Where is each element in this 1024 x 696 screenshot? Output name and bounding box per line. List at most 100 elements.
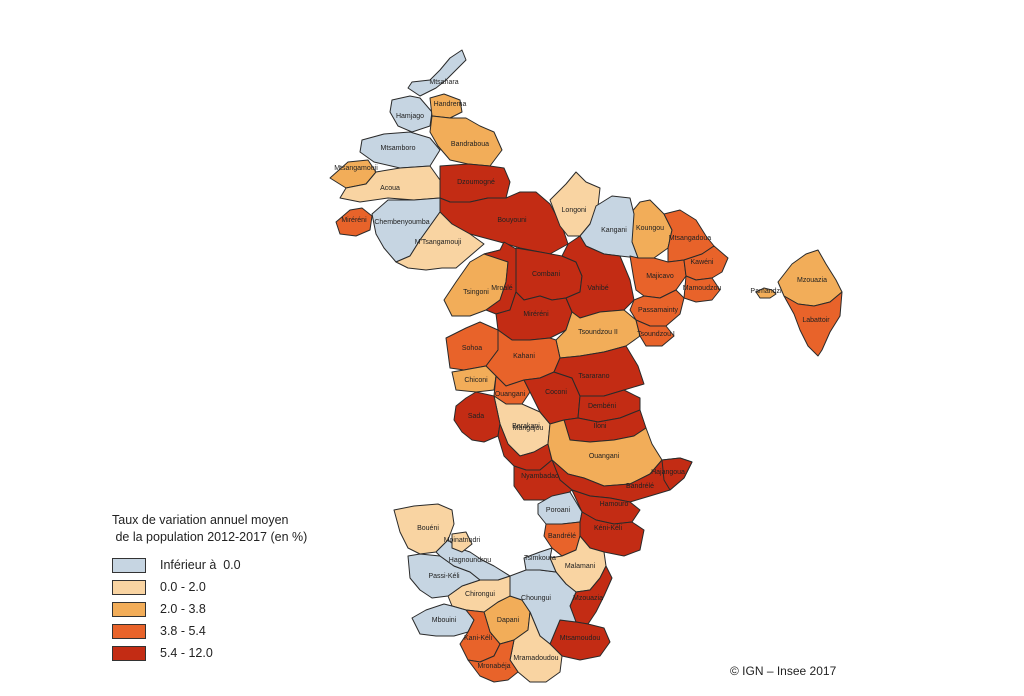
- commune-label: Tsingoni: [463, 289, 489, 296]
- legend-label: 2.0 - 3.8: [160, 602, 206, 616]
- commune-label: Dembéni: [588, 403, 616, 410]
- labels-layer: Mtsahara Hamjago Handrema Mtsamboro Bandrabo…: [334, 79, 830, 670]
- legend-item-5.4-12: 5.4 - 12.0: [112, 642, 372, 664]
- commune-label: Acoua: [380, 185, 400, 192]
- commune-label: Tsararano: [578, 373, 609, 380]
- commune-area: [335, 207, 373, 237]
- commune-label: Chirongui: [465, 591, 495, 598]
- commune-label: Bouéni: [417, 525, 439, 532]
- commune-area: [683, 275, 721, 303]
- commune-label: Barakani: [512, 423, 540, 430]
- legend-swatch: [112, 557, 146, 573]
- commune-label: Handrema: [434, 101, 467, 108]
- commune-label: Passi-Kéli: [428, 573, 460, 580]
- commune-area: [553, 345, 645, 397]
- commune-label: Mroalé: [491, 285, 513, 292]
- communes-layer: [329, 49, 843, 683]
- commune-label: Tsoundzou I: [637, 331, 675, 338]
- commune-label: Mtsamoudou: [560, 635, 601, 642]
- commune-label: Mtsahara: [429, 79, 458, 86]
- commune-label: Sohoa: [462, 345, 482, 352]
- commune-label: Kéni-Kéli: [594, 525, 622, 532]
- legend-label: 5.4 - 12.0: [160, 646, 213, 660]
- commune-area: [429, 115, 503, 167]
- commune-label: Bandrélé: [626, 483, 654, 490]
- legend-title-line2: de la population 2012-2017 (en %): [112, 530, 308, 544]
- commune-label: Labattoir: [802, 317, 830, 324]
- commune-area: [635, 319, 675, 347]
- commune-area: [661, 457, 693, 491]
- commune-label: Pamandzi: [750, 288, 782, 295]
- commune-label: Mtsangadoua: [669, 235, 712, 242]
- commune-label: Dzoumogné: [457, 179, 495, 186]
- commune-area: [629, 255, 687, 299]
- commune-area: [783, 291, 843, 357]
- legend-label: Inférieur à 0.0: [160, 558, 241, 572]
- copyright-credit: © IGN – Insee 2017: [730, 664, 837, 678]
- commune-area: [395, 211, 485, 271]
- commune-label: M'Tsangamouji: [415, 239, 462, 246]
- commune-label: Tsimkoura: [524, 555, 556, 562]
- commune-label: Mramadoudou: [513, 655, 558, 662]
- commune-label: Mtsangamouji: [334, 165, 378, 172]
- commune-label: Nyambadao: [521, 473, 559, 480]
- commune-label: Iloni: [594, 423, 607, 430]
- commune-area: [467, 639, 519, 683]
- commune-label: Bandrélé: [548, 533, 576, 540]
- commune-label: Moinatrindri: [444, 537, 481, 544]
- commune-label: Hamjago: [396, 113, 424, 120]
- commune-label: Chiconi: [464, 377, 488, 384]
- commune-label: Coconi: [545, 389, 567, 396]
- commune-label: Kangani: [601, 227, 627, 234]
- commune-area: [513, 459, 573, 501]
- commune-area: [495, 291, 573, 341]
- commune-area: [629, 289, 685, 327]
- commune-label: Hajangoua: [651, 469, 685, 476]
- commune-label: Kani-Kéli: [464, 635, 492, 642]
- legend-title-line1: Taux de variation annuel moyen: [112, 513, 289, 527]
- commune-label: Bouyouni: [497, 217, 527, 224]
- commune-label: Mtsamboro: [380, 145, 415, 152]
- legend-item-0-2: 0.0 - 2.0: [112, 576, 372, 598]
- commune-area: [359, 131, 441, 169]
- legend-label: 3.8 - 5.4: [160, 624, 206, 638]
- commune-label: Passamainty: [638, 307, 679, 314]
- commune-label: Chembenyoumba: [374, 219, 429, 226]
- map-legend: Taux de variation annuel moyen de la pop…: [112, 512, 372, 664]
- legend-swatch: [112, 623, 146, 639]
- commune-area: [451, 531, 473, 553]
- commune-label: Mamoudzou: [683, 285, 722, 292]
- commune-label: Hagnoundrou: [449, 557, 492, 564]
- commune-area: [407, 553, 481, 599]
- commune-label: Miréréni: [523, 311, 549, 318]
- commune-label: Kahani: [513, 353, 535, 360]
- legend-items: Inférieur à 0.0 0.0 - 2.0 2.0 - 3.8 3.8 …: [112, 554, 372, 664]
- commune-label: Miréréni: [341, 217, 367, 224]
- commune-label: Combani: [532, 271, 560, 278]
- commune-label: Mzouazia: [797, 277, 827, 284]
- commune-label: Tsoundzou II: [578, 329, 618, 336]
- commune-label: Majicavo: [646, 273, 674, 280]
- commune-label: Bandraboua: [451, 141, 489, 148]
- legend-swatch: [112, 601, 146, 617]
- commune-area: [579, 195, 639, 259]
- commune-label: Longoni: [562, 207, 587, 214]
- legend-item-3.8-5.4: 3.8 - 5.4: [112, 620, 372, 642]
- legend-swatch: [112, 645, 146, 661]
- commune-area: [407, 49, 467, 97]
- commune-label: Malamani: [565, 563, 596, 570]
- commune-label: Dapani: [497, 617, 520, 624]
- commune-area: [755, 287, 777, 299]
- commune-label: Ouangani: [495, 391, 526, 398]
- commune-label: Koungou: [636, 225, 664, 232]
- commune-label: Ouangani: [589, 453, 620, 460]
- commune-area: [389, 95, 433, 133]
- legend-item-below-0: Inférieur à 0.0: [112, 554, 372, 576]
- legend-label: 0.0 - 2.0: [160, 580, 206, 594]
- commune-label: Choungui: [521, 595, 551, 602]
- commune-label: Mzouazia: [573, 595, 603, 602]
- commune-label: Sada: [468, 413, 484, 420]
- commune-label: Mronabéja: [477, 663, 510, 670]
- commune-label: Vahibé: [587, 285, 608, 292]
